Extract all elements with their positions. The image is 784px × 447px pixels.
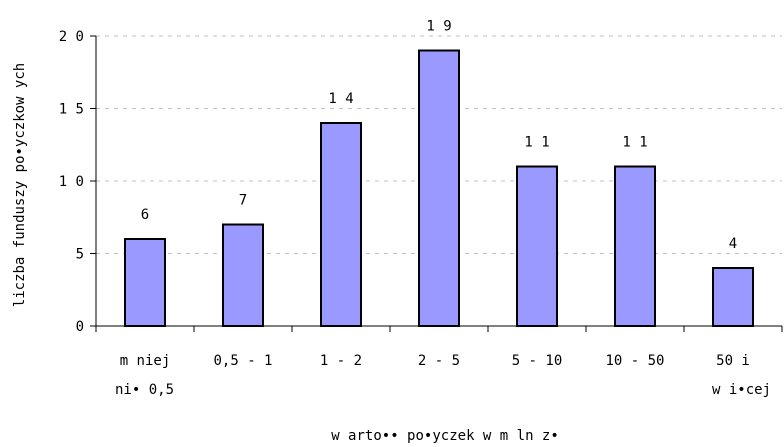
bar (516, 165, 558, 327)
bars (124, 49, 754, 327)
y-tick-label: 0 (76, 319, 84, 335)
data-label: 1 1 (524, 135, 549, 151)
category-label: 2 - 5 (418, 353, 460, 369)
x-category-labels: m niej ni• 0,5 0,5 - 1 1 - 2 2 - 5 5 - 10 10 -… (115, 353, 771, 398)
category-label: 1 - 2 (320, 353, 362, 369)
data-label: 1 4 (328, 91, 353, 107)
bar (418, 49, 460, 327)
data-label: 1 9 (426, 19, 451, 35)
data-label: 1 1 (622, 135, 647, 151)
bar (222, 223, 264, 327)
bar (614, 165, 656, 327)
category-label: 10 - 50 (605, 353, 664, 369)
bar (320, 122, 362, 327)
y-axis-title: liczba funduszy po•yczkow ych (12, 63, 28, 307)
y-tick-labels: 0 5 1 0 1 5 2 0 (59, 29, 84, 335)
y-tick-label: 1 0 (59, 174, 84, 190)
x-axis-title: w arto•• po•yczek w m ln z• (331, 428, 559, 444)
data-label: 4 (729, 236, 737, 252)
y-tick-label: 5 (76, 247, 84, 263)
category-label: 50 i (716, 353, 750, 369)
axes (90, 35, 783, 332)
data-labels: 6 7 1 4 1 9 1 1 1 1 4 (141, 19, 737, 253)
category-label: m niej (120, 353, 171, 369)
category-label: 5 - 10 (512, 353, 563, 369)
y-tick-label: 2 0 (59, 29, 84, 45)
y-tick-label: 1 5 (59, 102, 84, 118)
data-label: 7 (239, 193, 247, 209)
category-label: w i•cej (712, 382, 771, 398)
bar (712, 267, 754, 327)
bar (124, 238, 166, 327)
category-label: ni• 0,5 (115, 382, 174, 398)
data-label: 6 (141, 207, 149, 223)
category-label: 0,5 - 1 (213, 353, 272, 369)
